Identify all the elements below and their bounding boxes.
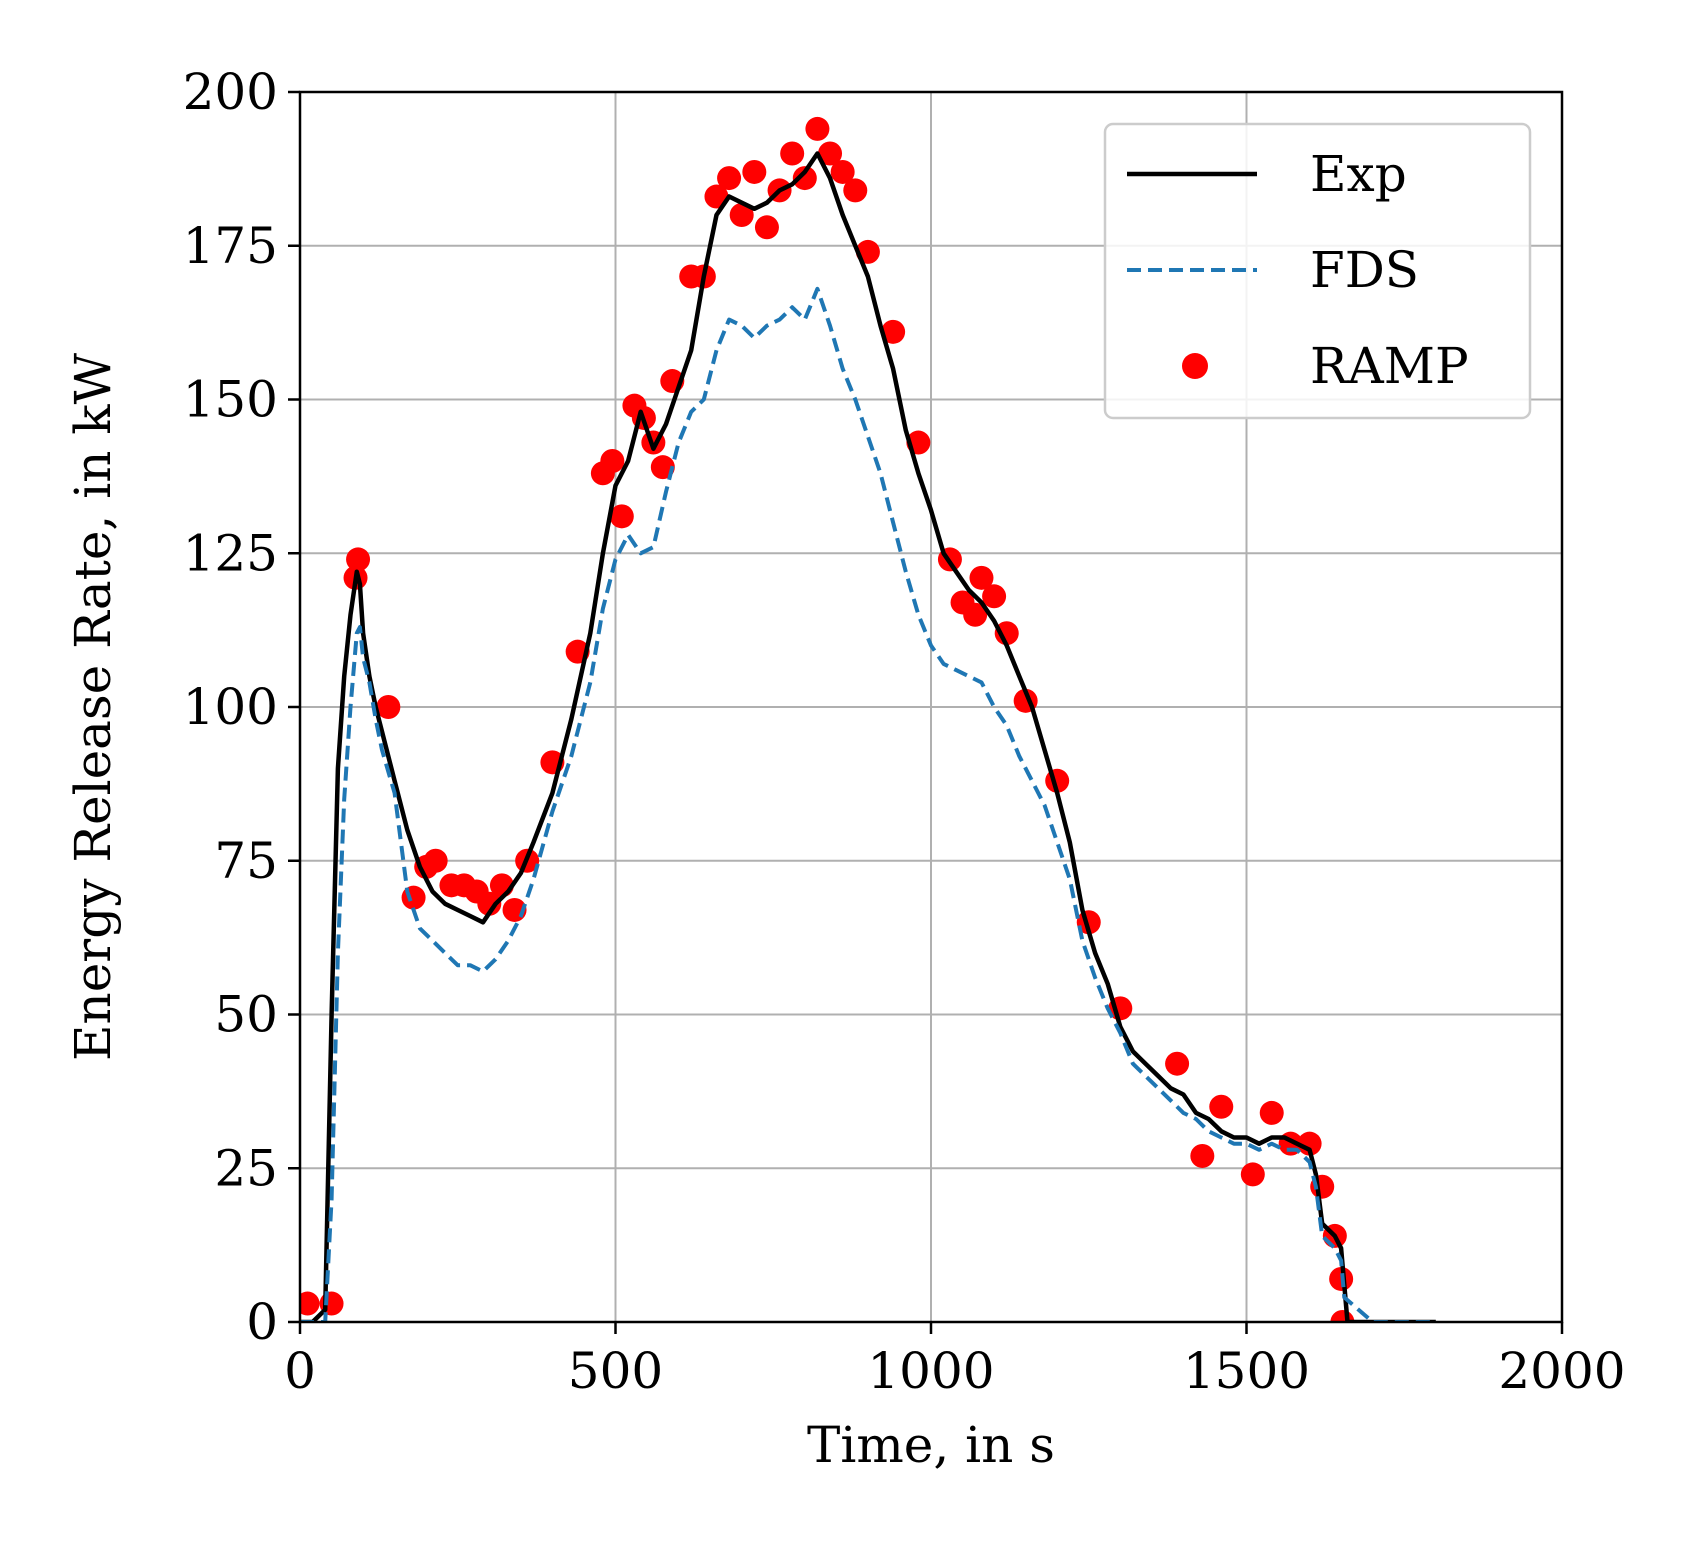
ramp-point: [609, 504, 634, 529]
ramp-point: [982, 584, 1007, 609]
ramp-point: [1259, 1100, 1284, 1125]
ramp-point: [818, 141, 843, 166]
legend-fds-label: FDS: [1310, 241, 1419, 299]
ramp-point: [780, 141, 805, 166]
y-tick-label: 0: [246, 1293, 278, 1351]
y-axis-label: Energy Release Rate, in kW: [64, 352, 122, 1061]
y-tick-label: 175: [183, 217, 278, 275]
ramp-point: [717, 166, 742, 191]
series-exp-line: [300, 151, 1436, 1322]
ramp-point: [376, 695, 401, 719]
x-tick-label: 1500: [1183, 1342, 1310, 1400]
ramp-point: [805, 116, 830, 141]
x-tick-label: 2000: [1498, 1342, 1625, 1400]
x-axis-label: Time, in s: [807, 1416, 1055, 1474]
ramp-point: [843, 178, 868, 203]
ramp-point: [600, 449, 625, 473]
series-ramp-markers: [300, 116, 1355, 1322]
ramp-point: [881, 319, 906, 344]
x-tick-label: 0: [284, 1342, 316, 1400]
y-tick-label: 150: [183, 371, 278, 429]
x-tick-label: 1000: [867, 1342, 994, 1400]
ramp-point: [963, 602, 988, 627]
ramp-point: [792, 166, 817, 191]
legend-exp-label: Exp: [1310, 145, 1407, 203]
legend: Exp FDS RAMP: [1103, 122, 1532, 420]
ramp-point: [423, 848, 448, 873]
ramp-point: [1190, 1143, 1215, 1168]
ramp-point: [1240, 1162, 1265, 1187]
y-tick-label: 50: [214, 986, 278, 1044]
ramp-point: [830, 159, 855, 184]
legend-ramp-swatch: [1182, 353, 1208, 379]
y-axis-ticks: 0 25 50 75 100 125 150 175 200: [183, 63, 300, 1351]
x-tick-label: 500: [568, 1342, 663, 1400]
legend-box: [1103, 122, 1532, 420]
plot-area: [300, 116, 1436, 1322]
ramp-point: [729, 203, 754, 227]
series-fds-line: [300, 286, 1436, 1322]
ramp-point: [300, 1291, 320, 1316]
ramp-point: [1297, 1131, 1322, 1156]
y-tick-label: 75: [214, 832, 278, 890]
ramp-point: [754, 215, 779, 240]
y-tick-label: 200: [183, 63, 278, 121]
ramp-point: [742, 159, 767, 184]
y-tick-label: 100: [183, 678, 278, 736]
ramp-point: [969, 565, 994, 590]
ramp-point: [1209, 1094, 1234, 1119]
x-axis-ticks: 0 500 1000 1500 2000: [284, 1322, 1626, 1400]
ramp-point: [477, 891, 502, 916]
legend-ramp-label: RAMP: [1310, 337, 1469, 395]
y-tick-label: 25: [214, 1139, 278, 1197]
ramp-point: [994, 621, 1019, 646]
y-tick-label: 125: [183, 524, 278, 582]
ramp-point: [346, 547, 371, 572]
ramp-point: [1165, 1051, 1190, 1076]
